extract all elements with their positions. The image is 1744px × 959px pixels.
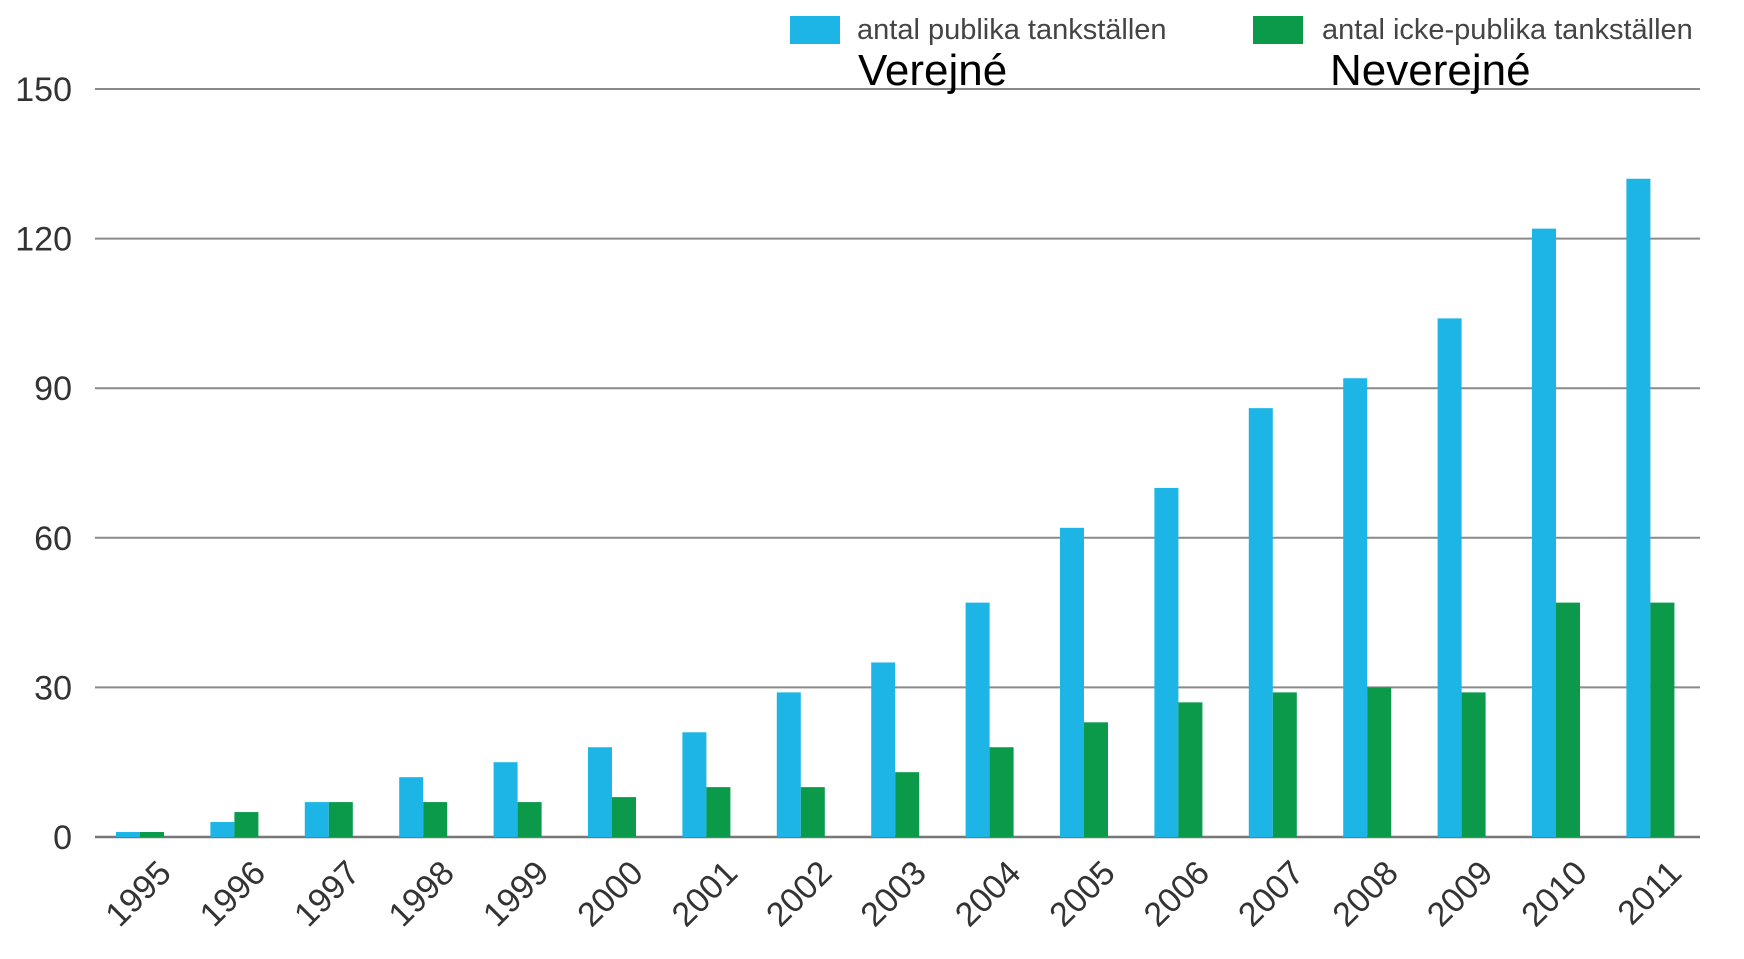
x-tick-label: 2007	[1231, 854, 1311, 934]
bar-public-1995	[116, 832, 140, 837]
bar-non-public-2006	[1178, 702, 1203, 837]
bar-non-public-2009	[1461, 692, 1486, 837]
overlay-label-public: Verejné	[858, 46, 1007, 95]
y-tick-label: 60	[34, 520, 72, 558]
bar-non-public-2007	[1272, 692, 1297, 837]
x-tick-label: 2006	[1137, 854, 1217, 934]
x-tick-label: 2003	[853, 854, 933, 934]
bar-public-2007	[1248, 408, 1273, 837]
bar-non-public-2000	[612, 797, 636, 837]
x-tick-label: 2010	[1514, 854, 1594, 934]
bar-non-public-1995	[140, 832, 164, 837]
y-tick-label: 150	[15, 71, 72, 109]
bars	[116, 178, 1675, 838]
x-tick-label: 2011	[1610, 854, 1689, 933]
x-tick-label: 2005	[1042, 854, 1122, 934]
bar-non-public-2004	[989, 747, 1014, 837]
x-tick-label: 2009	[1420, 854, 1500, 934]
x-tick-label: 2001	[665, 854, 745, 934]
bar-public-2000	[588, 747, 612, 837]
x-tick-label: 2008	[1325, 854, 1405, 934]
bar-non-public-1996	[234, 812, 259, 837]
y-tick-label: 90	[34, 370, 72, 408]
x-tick-label: 1995	[98, 854, 178, 934]
bar-public-2004	[965, 602, 990, 837]
x-tick-label: 1997	[287, 854, 367, 934]
x-tick-label: 2004	[948, 854, 1028, 934]
y-tick-label: 30	[34, 669, 72, 707]
legend-swatch-non-public	[1253, 16, 1303, 44]
bar-non-public-2003	[895, 772, 920, 837]
grid-lines	[95, 88, 1700, 839]
bar-public-2002	[776, 692, 801, 837]
overlay-label-non-public: Neverejné	[1330, 46, 1531, 95]
bar-non-public-2001	[706, 787, 731, 837]
bar-public-1999	[493, 762, 518, 837]
bar-non-public-1997	[328, 802, 353, 837]
y-tick-label: 0	[53, 819, 72, 857]
x-tick-label: 2000	[570, 854, 650, 934]
x-tick-label: 1999	[476, 854, 556, 934]
bar-non-public-1998	[423, 802, 448, 837]
bar-public-2001	[682, 732, 707, 837]
bar-public-2005	[1060, 527, 1084, 837]
bar-public-2010	[1532, 228, 1556, 838]
bar-non-public-2005	[1084, 722, 1108, 837]
x-tick-label: 2002	[759, 854, 839, 934]
x-axis-ticks: 1995 1996 1997 1998 1999 2000 2001 2002 2003 2004…	[98, 854, 1689, 934]
bar-public-2009	[1437, 318, 1462, 837]
legend-swatch-public	[790, 16, 840, 44]
legend-label-public: antal publika tankställen	[857, 14, 1167, 46]
bar-public-1996	[210, 822, 235, 837]
bar-public-2003	[871, 662, 896, 837]
bar-non-public-2011	[1650, 602, 1675, 837]
bar-non-public-2008	[1367, 687, 1392, 837]
legend: antal publika tankställen antal icke-pub…	[790, 14, 1693, 46]
bar-public-2011	[1626, 178, 1651, 837]
bar-non-public-1999	[517, 802, 542, 837]
bar-non-public-2002	[800, 787, 825, 837]
bar-public-1998	[399, 777, 424, 837]
y-axis-ticks: 0 30 60 90 120 150	[15, 71, 72, 857]
y-tick-label: 120	[15, 221, 72, 259]
bar-public-2006	[1154, 487, 1179, 837]
x-tick-label: 1996	[193, 854, 273, 934]
bar-public-2008	[1343, 378, 1368, 837]
legend-label-non-public: antal icke-publika tankställen	[1322, 14, 1693, 46]
bar-public-1997	[304, 802, 329, 837]
bar-non-public-2010	[1556, 602, 1580, 837]
x-tick-label: 1998	[381, 854, 461, 934]
